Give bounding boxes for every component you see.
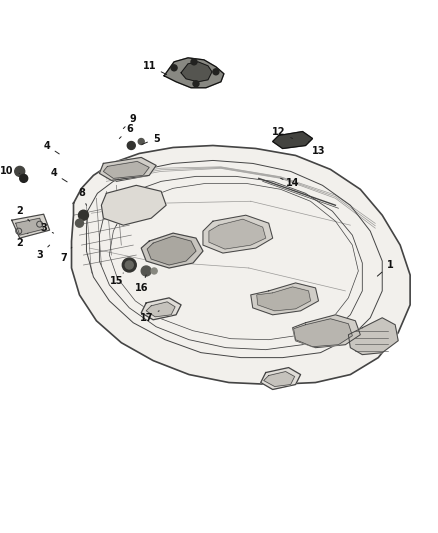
Circle shape (151, 268, 157, 274)
Text: 11: 11 (142, 61, 166, 75)
Circle shape (193, 81, 199, 87)
Polygon shape (146, 302, 175, 317)
Polygon shape (203, 215, 273, 253)
Polygon shape (293, 315, 360, 348)
Polygon shape (71, 146, 410, 384)
Circle shape (171, 65, 177, 71)
Polygon shape (261, 368, 300, 390)
Polygon shape (293, 319, 352, 346)
Text: 4: 4 (43, 141, 59, 154)
Polygon shape (209, 219, 266, 249)
Text: 13: 13 (308, 142, 325, 157)
Circle shape (15, 166, 25, 176)
Polygon shape (147, 236, 196, 265)
Text: 3: 3 (40, 223, 53, 233)
Polygon shape (99, 157, 156, 180)
Polygon shape (264, 372, 295, 386)
Polygon shape (257, 287, 311, 311)
Circle shape (125, 261, 133, 269)
Circle shape (20, 174, 28, 182)
Text: 6: 6 (119, 124, 133, 139)
Circle shape (78, 210, 88, 220)
Polygon shape (251, 283, 318, 315)
Polygon shape (141, 298, 181, 320)
Polygon shape (103, 161, 149, 179)
Circle shape (191, 59, 197, 65)
Text: 14: 14 (281, 179, 299, 188)
Text: 2: 2 (16, 233, 28, 248)
Polygon shape (106, 165, 149, 181)
Circle shape (213, 69, 219, 75)
Polygon shape (101, 185, 166, 225)
Polygon shape (16, 218, 44, 235)
Text: 7: 7 (60, 247, 72, 263)
Polygon shape (141, 233, 203, 268)
Circle shape (75, 219, 84, 227)
Text: 10: 10 (0, 166, 20, 176)
Text: 8: 8 (78, 188, 86, 205)
Circle shape (122, 258, 136, 272)
Polygon shape (164, 58, 224, 88)
Text: 17: 17 (139, 311, 159, 323)
Text: 9: 9 (124, 114, 137, 128)
Circle shape (138, 139, 144, 144)
Text: 2: 2 (16, 206, 30, 221)
Polygon shape (348, 318, 398, 354)
Polygon shape (111, 168, 143, 180)
Circle shape (127, 142, 135, 149)
Circle shape (141, 266, 151, 276)
Text: 4: 4 (50, 168, 67, 182)
Polygon shape (273, 132, 313, 149)
Polygon shape (181, 62, 212, 82)
Text: 16: 16 (134, 275, 148, 293)
Text: 15: 15 (110, 273, 124, 286)
Text: 3: 3 (36, 245, 49, 260)
Text: 1: 1 (378, 260, 394, 276)
Text: 5: 5 (142, 134, 159, 144)
Polygon shape (12, 214, 49, 238)
Text: 12: 12 (272, 126, 293, 139)
